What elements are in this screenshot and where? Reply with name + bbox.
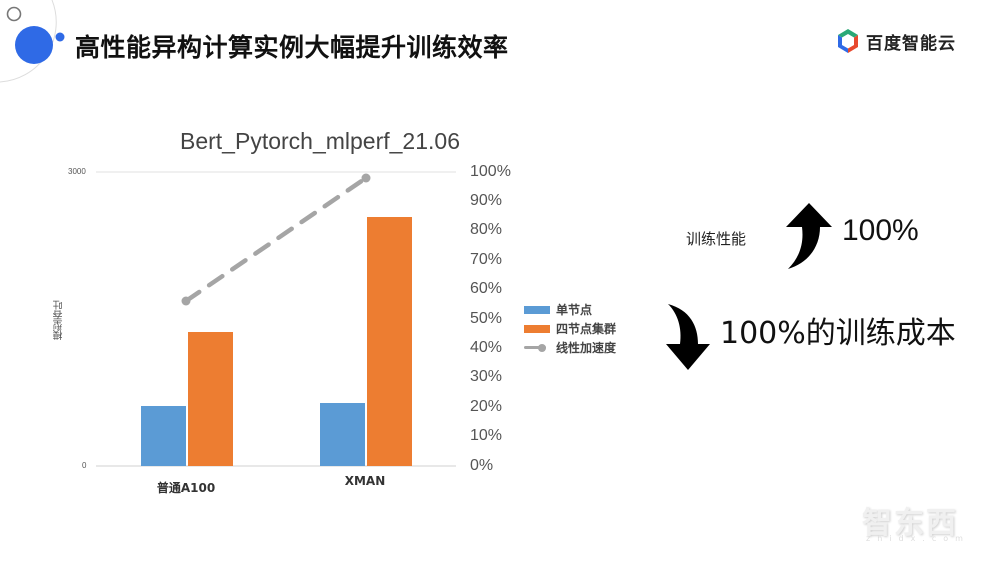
y2-tick: 20% <box>470 398 503 415</box>
baidu-cloud-logo: 百度智能云 <box>836 28 956 54</box>
speedup-point-xman <box>361 173 371 183</box>
legend-item-single: 单节点 <box>524 300 616 319</box>
y2-tick: 50% <box>470 310 503 327</box>
legend-item-cluster: 四节点集群 <box>524 319 616 338</box>
watermark: 智东西 <box>862 506 958 541</box>
bar-xman-cluster <box>367 217 412 466</box>
large-blue-dot-icon <box>15 26 53 64</box>
bar-a100-cluster <box>188 332 233 466</box>
cube-logo-icon <box>838 29 858 53</box>
chart-legend: 单节点 四节点集群 线性加速度 <box>524 300 616 357</box>
performance-value: 100% <box>842 214 919 247</box>
y2-tick: 80% <box>470 221 503 238</box>
y-tick-3000: 3000 <box>68 167 86 176</box>
performance-label: 训练性能 <box>686 230 747 248</box>
cost-text: 100%的训练成本 <box>720 316 956 351</box>
y2-tick: 70% <box>470 251 503 268</box>
small-blue-dot-icon <box>55 32 65 42</box>
y2-tick: 90% <box>470 192 503 209</box>
y-tick-0: 0 <box>82 461 87 470</box>
y2-tick: 100% <box>470 163 511 180</box>
legend-line-marker-icon <box>524 343 550 352</box>
chart-title: Bert_Pytorch_mlperf_21.06 <box>180 128 460 154</box>
curved-up-arrow-icon <box>786 203 832 269</box>
watermark-subtext: zhidx.com <box>866 534 970 543</box>
decorative-circles <box>0 0 65 83</box>
x-label-a100: 普通A100 <box>156 481 216 495</box>
bar-xman-single <box>320 403 365 466</box>
curved-down-arrow-icon <box>666 304 710 370</box>
page-title: 高性能异构计算实例大幅提升训练效率 <box>75 33 509 62</box>
x-label-xman: XMAN <box>344 474 386 488</box>
speedup-line <box>183 175 369 304</box>
y2-tick: 60% <box>470 280 503 297</box>
legend-item-speedup: 线性加速度 <box>524 338 616 357</box>
y2-tick: 10% <box>470 427 503 444</box>
bar-a100-single <box>141 406 186 466</box>
logo-text: 百度智能云 <box>866 33 956 54</box>
legend-swatch-orange-icon <box>524 324 550 333</box>
speedup-point-a100 <box>181 296 191 306</box>
legend-swatch-blue-icon <box>524 305 550 314</box>
small-ring-icon <box>6 6 22 22</box>
y2-tick: 30% <box>470 368 503 385</box>
y2-tick: 0% <box>470 457 494 474</box>
y2-tick: 40% <box>470 339 503 356</box>
